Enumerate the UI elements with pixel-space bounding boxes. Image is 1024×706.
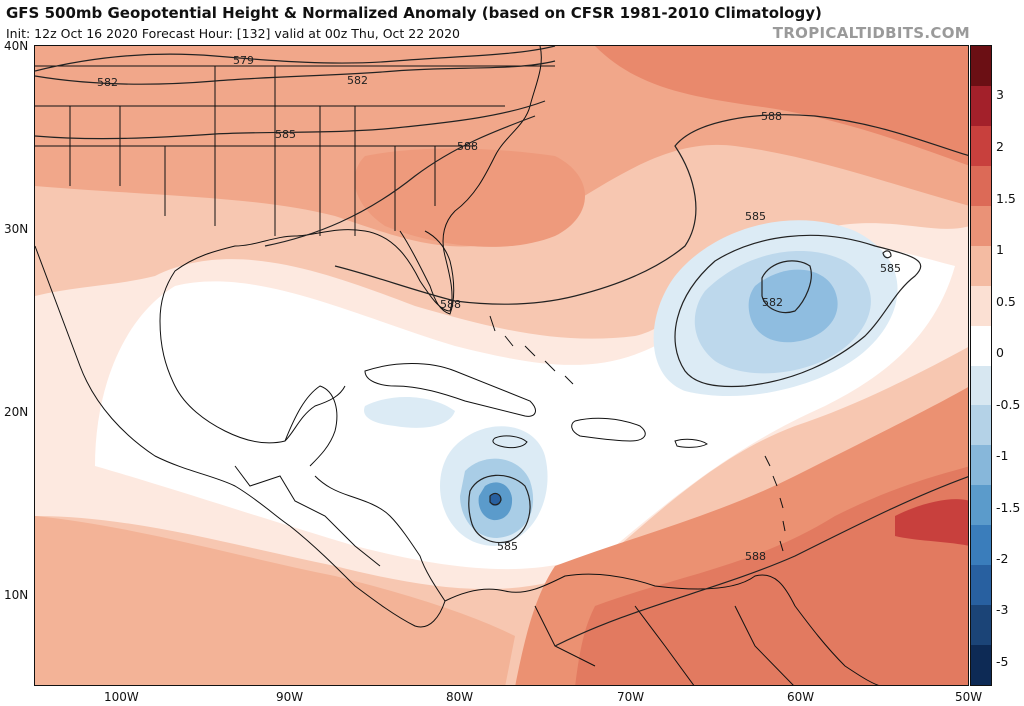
contour-585-low (674, 234, 922, 388)
colorbar-label-1: 1 (996, 242, 1004, 257)
central-america-coastline (289, 475, 446, 628)
contour-588-south (554, 476, 968, 647)
colorbar-segment (971, 565, 991, 607)
lat-label-40n: 40N (4, 39, 29, 53)
florida-coastline (399, 230, 455, 315)
colorbar-segment (971, 285, 991, 327)
contour-label-588: 588 (457, 140, 478, 153)
contour-label-588: 588 (745, 550, 766, 563)
hispaniola-coastline (571, 417, 646, 442)
colorbar-label-0-5: 0.5 (996, 294, 1016, 309)
map-title: GFS 500mb Geopotential Height & Normaliz… (6, 4, 822, 22)
contour-582-caribbean (489, 492, 502, 506)
colorbar-label-neg-2: -2 (996, 551, 1009, 566)
lon-label-100w: 100W (104, 690, 139, 704)
contour-579 (35, 46, 556, 72)
colorbar-segment (971, 645, 991, 685)
lon-label-70w: 70W (617, 690, 645, 704)
bahamas-coastline (489, 315, 574, 385)
colorbar-segment (971, 325, 991, 367)
anomaly-colorbar (970, 45, 992, 686)
contour-label-588: 588 (761, 110, 782, 123)
colorbar-label-3: 3 (996, 87, 1004, 102)
contour-label-585: 585 (275, 128, 296, 141)
watermark: TROPICALTIDBITS.COM (772, 24, 970, 42)
cool-anomaly-caribbean-center (489, 492, 501, 506)
contour-label-582: 582 (347, 74, 368, 87)
cool-anomaly-atlantic-core (748, 269, 838, 343)
warm-anomaly-peak (895, 499, 968, 546)
map-panel: 579 582 582 585 588 588 588 585 585 582 … (34, 45, 969, 686)
contour-label-585: 585 (497, 540, 518, 553)
colorbar-segment (971, 365, 991, 407)
south-america-coastline (444, 573, 880, 685)
colorbar-label-neg-5: -5 (996, 654, 1009, 669)
anomaly-map: 579 582 582 585 588 588 588 585 585 582 … (35, 46, 968, 685)
lon-label-60w: 60W (787, 690, 815, 704)
contour-label-582: 582 (97, 76, 118, 89)
colorbar-label-0: 0 (996, 345, 1004, 360)
lon-label-90w: 90W (276, 690, 304, 704)
colorbar-segment (971, 245, 991, 287)
contour-585-caribbean (468, 474, 531, 544)
colorbar-label-1-5: 1.5 (996, 191, 1016, 206)
lat-label-10n: 10N (4, 588, 29, 602)
lon-label-80w: 80W (446, 690, 474, 704)
contour-582 (35, 60, 556, 85)
coastlines (35, 46, 880, 685)
contour-588-east (334, 114, 968, 305)
colorbar-segment (971, 445, 991, 487)
lesser-antilles-coastline (764, 455, 786, 552)
warm-anomaly-northeast (595, 46, 968, 166)
colorbar-segment (971, 205, 991, 247)
mexico-coastline (35, 245, 291, 527)
colorbar-label-neg-1-5: -1.5 (996, 500, 1021, 515)
colorbar-label-2: 2 (996, 139, 1004, 154)
gulf-coastline (159, 46, 542, 444)
colorbar-label-neg-3: -3 (996, 602, 1009, 617)
warm-anomaly-southeast (575, 466, 968, 685)
colorbar-segment (971, 605, 991, 647)
colorbar-segment (971, 485, 991, 527)
map-subtitle: Init: 12z Oct 16 2020 Forecast Hour: [13… (6, 26, 460, 41)
colorbar-label-neg-0-5: -0.5 (996, 397, 1021, 412)
contour-585 (35, 100, 546, 140)
contour-label-579: 579 (233, 54, 254, 67)
yucatan-coastline (284, 385, 338, 467)
cuba-coastline (364, 363, 536, 417)
cool-anomaly-cuba (364, 396, 455, 428)
contour-label-585: 585 (880, 262, 901, 275)
contour-label-588: 588 (440, 298, 461, 311)
colorbar-label-neg-1: -1 (996, 448, 1009, 463)
colorbar-segment (971, 46, 991, 88)
contour-label-585: 585 (745, 210, 766, 223)
colorbar-segment (971, 165, 991, 208)
lat-label-30n: 30N (4, 222, 29, 236)
jamaica-coastline (492, 435, 528, 449)
contour-588-north (264, 115, 536, 247)
state-boundaries (35, 65, 555, 236)
height-contours (35, 46, 968, 647)
contour-585-small (882, 250, 892, 259)
puerto-rico-coastline (674, 438, 708, 448)
lat-label-20n: 20N (4, 405, 29, 419)
central-america-borders (234, 465, 381, 567)
colorbar-segment (971, 405, 991, 447)
colorbar-segment (971, 85, 991, 128)
colorbar-segment (971, 525, 991, 567)
contour-582-low (761, 260, 812, 314)
contour-label-582: 582 (762, 296, 783, 309)
lon-label-50w: 50W (955, 690, 983, 704)
colorbar-segment (971, 125, 991, 168)
warm-anomaly-southwest (35, 516, 515, 685)
